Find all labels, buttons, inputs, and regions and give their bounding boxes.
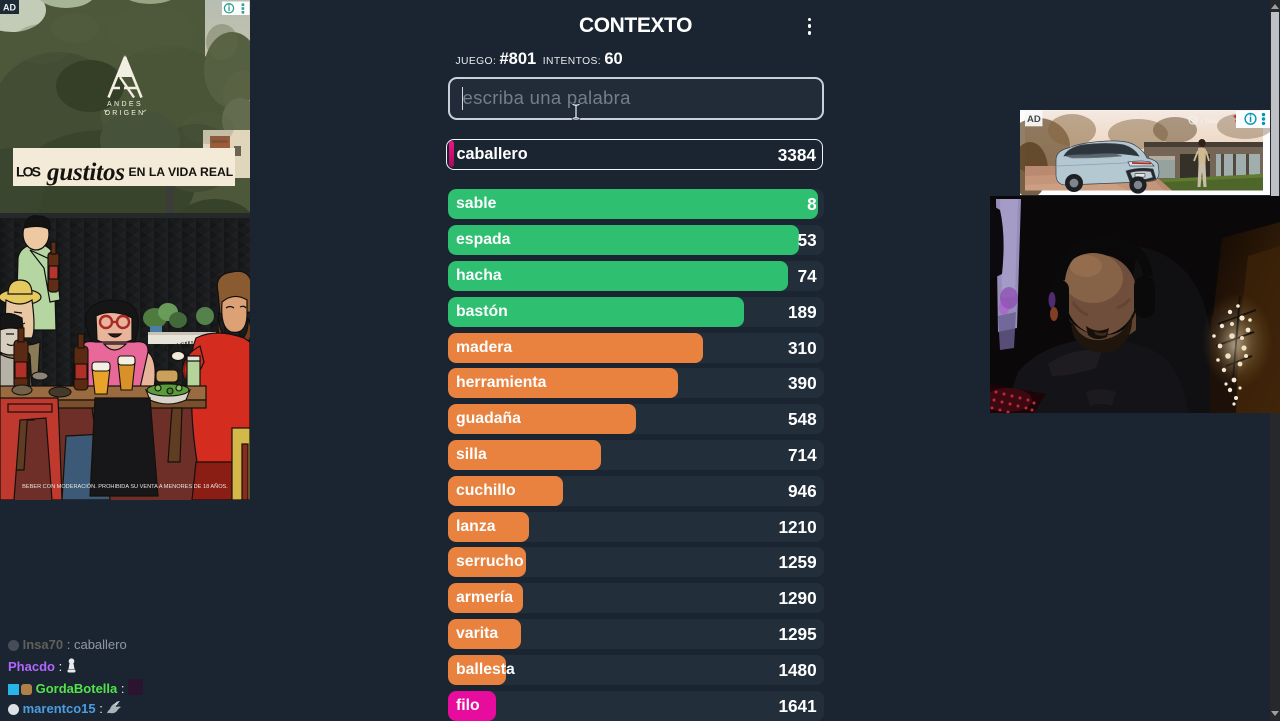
svg-text:AD: AD xyxy=(1027,114,1041,125)
svg-text:ANDES: ANDES xyxy=(107,101,143,108)
svg-text:LOS: LOS xyxy=(16,164,41,180)
svg-text:gustitos: gustitos xyxy=(46,159,125,186)
svg-text:EN LA VIDA REAL: EN LA VIDA REAL xyxy=(129,165,234,179)
svg-text:AD: AD xyxy=(3,3,16,13)
svg-text:ORIGEN: ORIGEN xyxy=(105,110,146,117)
svg-text:BEBER CON MODERACIÓN. PROHIBID: BEBER CON MODERACIÓN. PROHIBIDA SU VENTA… xyxy=(22,483,228,490)
svg-text:| Taos: | Taos xyxy=(1201,118,1218,125)
